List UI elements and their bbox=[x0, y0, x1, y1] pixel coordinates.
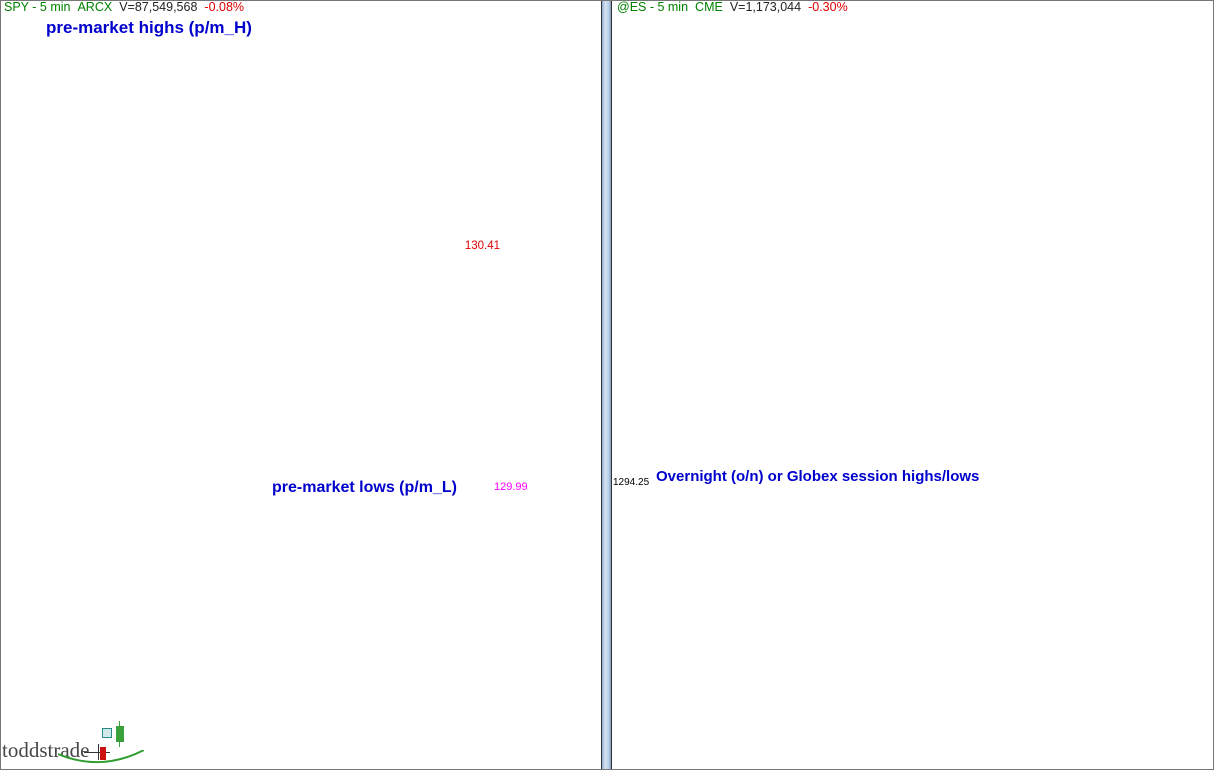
spy-symbol-label: SPY - 5 min bbox=[4, 0, 71, 14]
watermark-text: toddstrade bbox=[2, 738, 90, 762]
premarket-highs-annotation: pre-market highs (p/m_H) bbox=[46, 18, 252, 37]
globex-session-annotation: Overnight (o/n) or Globex session highs/… bbox=[656, 468, 980, 485]
es-exchange-label: CME bbox=[695, 0, 723, 14]
watermark-tick bbox=[98, 744, 99, 760]
watermark-dash bbox=[84, 752, 110, 753]
watermark-logo-red-mark bbox=[100, 747, 106, 760]
last-price-line-label: 130.41 bbox=[464, 240, 500, 252]
premarket-low-price-label: 129.99 bbox=[494, 481, 528, 493]
es-symbol-label: @ES - 5 min bbox=[617, 0, 689, 14]
es-chart-header: @ES - 5 min CME V=1,173,044 -0.30% bbox=[617, 0, 855, 14]
spy-change-label: -0.08% bbox=[204, 0, 245, 14]
spy-exchange-label: ARCX bbox=[77, 0, 113, 14]
premarket-lows-annotation: pre-market lows (p/m_L) bbox=[272, 479, 457, 496]
spy-volume-label: V=87,549,568 bbox=[119, 0, 198, 14]
watermark-logo-curve bbox=[58, 750, 144, 763]
globex-low-price-label: 1294.25 bbox=[613, 477, 650, 488]
es-change-label: -0.30% bbox=[808, 0, 848, 14]
es-volume-label: V=1,173,044 bbox=[729, 0, 802, 14]
watermark-logo-square bbox=[102, 728, 112, 738]
watermark-logo-candle-icon bbox=[116, 721, 124, 747]
spy-chart-header: SPY - 5 min ARCX V=87,549,568 -0.08% bbox=[4, 0, 251, 14]
panel-splitter[interactable] bbox=[601, 0, 612, 770]
